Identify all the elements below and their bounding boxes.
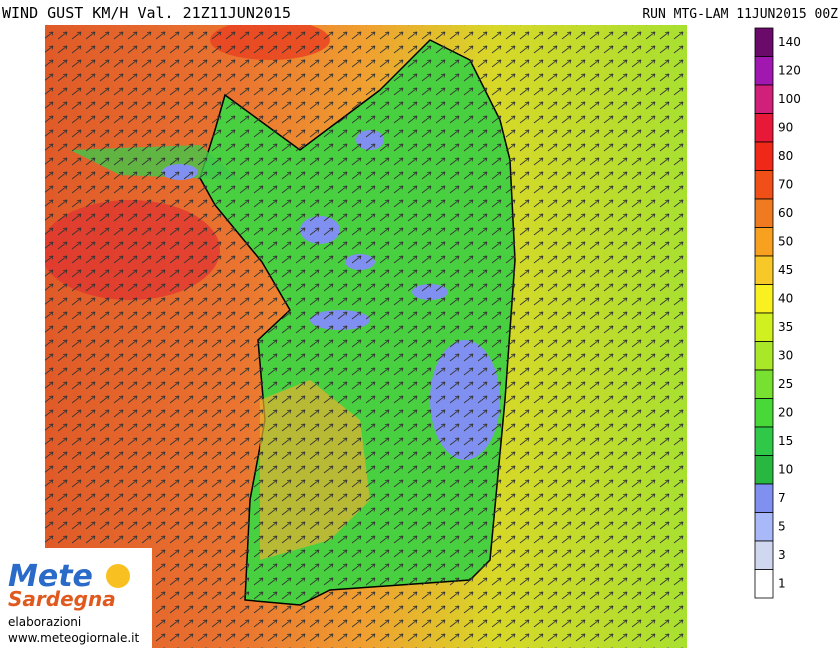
legend-label: 35 xyxy=(778,320,793,334)
legend-swatch xyxy=(754,540,774,570)
logo-caption: elaborazioni xyxy=(8,615,81,629)
legend-swatch xyxy=(754,455,774,485)
legend-label: 100 xyxy=(778,92,801,106)
legend-swatch xyxy=(754,426,774,456)
legend-swatch xyxy=(754,113,774,143)
legend-swatch xyxy=(754,227,774,257)
legend-swatch xyxy=(754,170,774,200)
legend-label: 1 xyxy=(778,576,786,590)
legend-label: 30 xyxy=(778,348,793,362)
legend-swatch xyxy=(754,569,774,599)
legend-swatch xyxy=(754,483,774,513)
legend-swatch xyxy=(754,84,774,114)
legend-label: 45 xyxy=(778,263,793,277)
legend-label: 3 xyxy=(778,548,786,562)
legend-label: 5 xyxy=(778,519,786,533)
logo-region: Sardegna xyxy=(8,587,116,611)
logo-name: Mete xyxy=(8,559,93,594)
logo: Mete Sardegna elaborazioni www.meteogior… xyxy=(0,548,152,648)
run-info: RUN MTG-LAM 11JUN2015 00Z xyxy=(642,7,838,22)
legend-swatch xyxy=(754,312,774,342)
legend-swatch xyxy=(754,369,774,399)
legend-label: 15 xyxy=(778,434,793,448)
legend-label: 120 xyxy=(778,63,801,77)
map xyxy=(45,25,687,648)
legend-swatch xyxy=(754,398,774,428)
legend-swatch xyxy=(754,27,774,57)
legend-label: 25 xyxy=(778,377,793,391)
title: WIND GUST KM/H Val. 21Z11JUN2015 xyxy=(2,4,291,22)
legend-label: 20 xyxy=(778,405,793,419)
legend-swatch xyxy=(754,198,774,228)
legend-label: 50 xyxy=(778,234,793,248)
legend-swatch xyxy=(754,284,774,314)
legend-label: 70 xyxy=(778,177,793,191)
legend-label: 60 xyxy=(778,206,793,220)
legend-swatch xyxy=(754,512,774,542)
legend-label: 10 xyxy=(778,462,793,476)
legend-label: 40 xyxy=(778,291,793,305)
legend-swatch xyxy=(754,56,774,86)
legend-swatch xyxy=(754,255,774,285)
legend-swatch xyxy=(754,141,774,171)
legend-label: 90 xyxy=(778,120,793,134)
logo-url: www.meteogiornale.it xyxy=(8,631,139,645)
sun-icon xyxy=(106,564,130,588)
color-legend: 140 120 100 90 80 70 60 50 45 40 35 30 25 20 15 10 7 5 3 1 xyxy=(754,27,801,599)
legend-label: 7 xyxy=(778,491,786,505)
legend-label: 80 xyxy=(778,149,793,163)
legend-label: 140 xyxy=(778,35,801,49)
legend-swatch xyxy=(754,341,774,371)
